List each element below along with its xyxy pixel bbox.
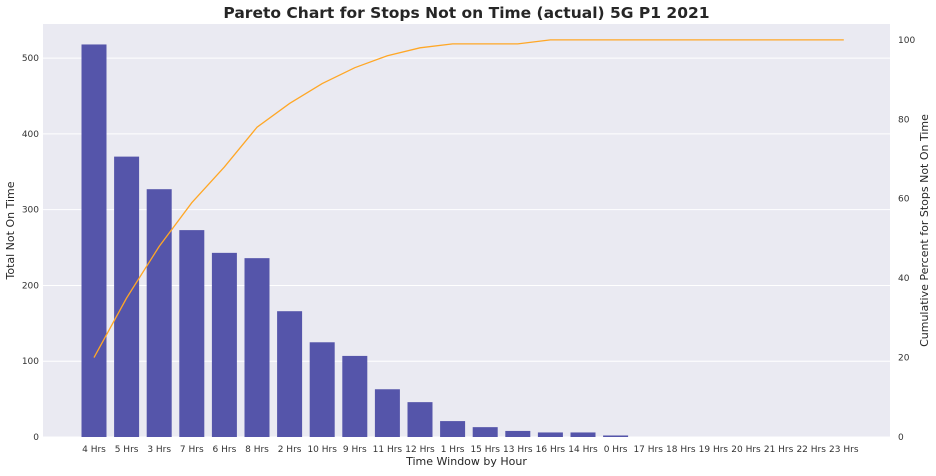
x-tick-label: 10 Hrs: [307, 445, 337, 455]
bar: [309, 342, 335, 437]
bar: [211, 252, 237, 437]
y2-tick-label: 80: [898, 115, 910, 125]
x-tick-label: 15 Hrs: [470, 445, 500, 455]
chart-title: Pareto Chart for Stops Not on Time (actu…: [223, 4, 709, 22]
y-tick-label: 400: [22, 130, 39, 140]
x-tick-label: 21 Hrs: [764, 445, 794, 455]
bar: [146, 189, 172, 437]
x-tick-label: 16 Hrs: [536, 445, 566, 455]
x-tick-label: 0 Hrs: [604, 445, 628, 455]
bar: [505, 430, 531, 437]
x-tick-label: 12 Hrs: [405, 445, 435, 455]
y2-tick-label: 60: [898, 195, 910, 205]
x-tick-label: 14 Hrs: [568, 445, 598, 455]
x-tick-label: 22 Hrs: [796, 445, 826, 455]
y2-tick-label: 100: [898, 36, 915, 46]
bar: [440, 421, 466, 437]
cumulative-percent-line: [93, 39, 844, 358]
bar: [81, 44, 107, 438]
x-tick-label: 9 Hrs: [343, 445, 367, 455]
y2-tick-label: 20: [898, 354, 910, 364]
y2-tick-label: 40: [898, 274, 910, 284]
y-tick-label: 200: [22, 281, 39, 291]
tick-labels: 0 100 200 300 400 500 0 20 40 60 80 100 4 Hrs 5 Hrs 3 …: [22, 36, 916, 455]
x-tick-label: 5 Hrs: [115, 445, 139, 455]
y2-tick-label: 0: [898, 433, 904, 443]
x-tick-label: 18 Hrs: [666, 445, 696, 455]
bar: [603, 435, 629, 437]
x-tick-label: 23 Hrs: [829, 445, 859, 455]
y-tick-label: 500: [22, 54, 39, 64]
bar: [374, 389, 400, 437]
bar: [342, 355, 368, 437]
x-tick-label: 2 Hrs: [278, 445, 302, 455]
x-tick-label: 20 Hrs: [731, 445, 761, 455]
bar: [472, 427, 498, 437]
bar: [570, 432, 596, 437]
x-tick-label: 4 Hrs: [82, 445, 106, 455]
x-tick-label: 11 Hrs: [373, 445, 403, 455]
x-tick-label: 7 Hrs: [180, 445, 204, 455]
bar: [179, 230, 205, 437]
x-axis-label: Time Window by Hour: [405, 455, 527, 468]
y-axis-label: Total Not On Time: [4, 181, 17, 280]
bar: [277, 311, 303, 437]
bar: [244, 258, 270, 437]
x-tick-label: 19 Hrs: [699, 445, 729, 455]
y-tick-label: 0: [33, 433, 39, 443]
x-tick-label: 1 Hrs: [441, 445, 465, 455]
bar: [537, 432, 563, 437]
x-tick-label: 3 Hrs: [147, 445, 171, 455]
x-tick-label: 13 Hrs: [503, 445, 533, 455]
x-tick-label: 6 Hrs: [213, 445, 237, 455]
bar: [407, 402, 433, 437]
x-tick-label: 8 Hrs: [245, 445, 269, 455]
cumulative-line-series: [93, 39, 844, 358]
y-tick-label: 300: [22, 206, 39, 216]
x-tick-label: 17 Hrs: [633, 445, 663, 455]
y2-axis-label: Cumulative Percent for Stops Not On Time: [918, 114, 931, 347]
y-tick-label: 100: [22, 357, 39, 367]
